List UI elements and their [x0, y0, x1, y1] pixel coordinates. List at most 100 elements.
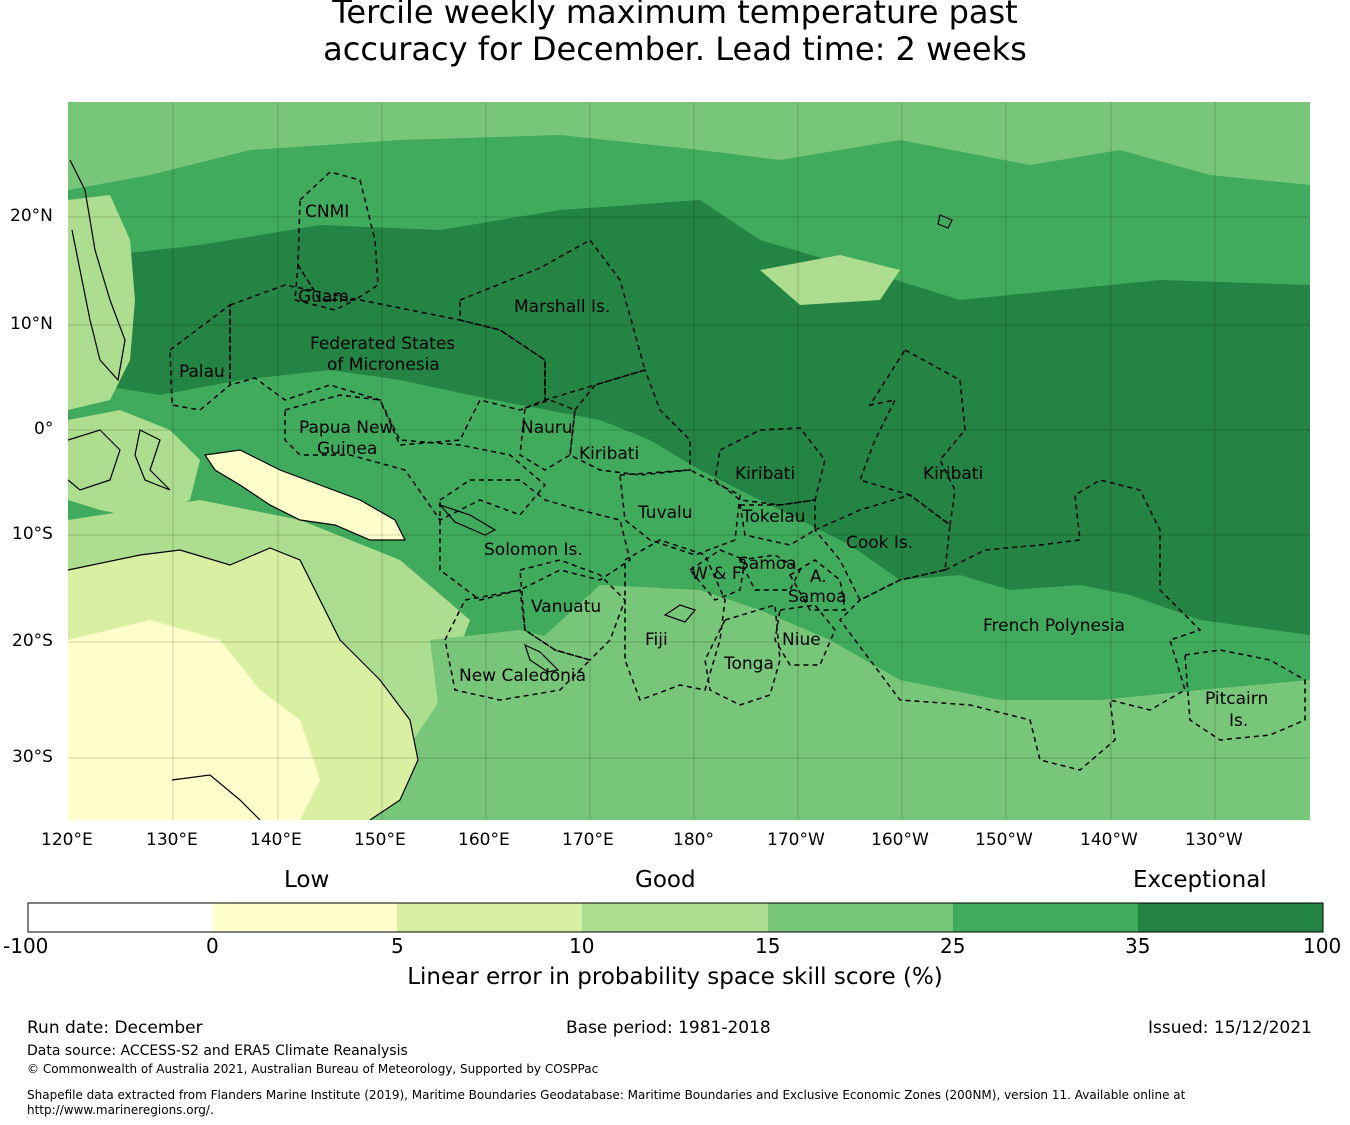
lon-tick-150e: 150°E: [354, 830, 406, 850]
region-label-nauru: Nauru: [521, 418, 573, 438]
eez-png: [284, 394, 547, 521]
eez-kiribati-gilbert: [569, 369, 691, 476]
colorbar-title: Linear error in probability space skill …: [407, 964, 943, 990]
region-label-tokelau: Tokelau: [742, 507, 806, 527]
colorbar-bin-6: [1138, 903, 1323, 932]
tasman-good-patch: [430, 630, 600, 740]
footer-shapefile-1: Shapefile data extracted from Flanders M…: [27, 1088, 1186, 1102]
footer-issued: Issued: 15/12/2021: [1148, 1018, 1312, 1038]
colorbar-tick-10: 10: [569, 934, 595, 958]
region-label-cnmi: CNMI: [305, 202, 350, 222]
colorbar-tick-100: 100: [1303, 934, 1342, 958]
region-label-new-caledonia: New Caledonia: [459, 666, 587, 686]
colorbar-category-good: Good: [635, 867, 696, 893]
philippines-coastline: [69, 159, 126, 382]
footer-data-source: Data source: ACCESS-S2 and ERA5 Climate …: [27, 1043, 408, 1059]
colorbar-category-exceptional: Exceptional: [1133, 867, 1267, 893]
footer-copyright: © Commonwealth of Australia 2021, Austra…: [27, 1062, 599, 1076]
lon-tick-140e: 140°E: [250, 830, 302, 850]
region-label-wallis-futuna: W & F: [691, 564, 742, 584]
solomon-coastline: [438, 503, 497, 536]
region-label-guam: Guam: [298, 287, 349, 307]
colorbar-bin-1: [213, 903, 397, 932]
region-label-american-samoa-1: A.: [810, 567, 827, 587]
footer-run-date: Run date: December: [27, 1018, 203, 1038]
region-label-cook: Cook Is.: [846, 533, 914, 553]
colorbar-bin-3: [582, 903, 768, 932]
new-guinea-coastline: [203, 449, 406, 541]
region-label-pitcairn-2: Is.: [1229, 711, 1249, 731]
borneo-coastline: [68, 429, 121, 491]
eez-new-caledonia: [444, 589, 592, 701]
lon-tick-160e: 160°E: [458, 830, 510, 850]
colorbar-bin-0: [28, 903, 213, 932]
eez-vanuatu: [519, 559, 626, 661]
colorbar-category-low: Low: [284, 867, 330, 893]
colorbar-tick-0: 0: [206, 934, 219, 958]
eez-american-samoa: [788, 559, 846, 611]
eez-samoa: [738, 554, 801, 591]
colorbar-outline: [27, 902, 1324, 933]
footer-base-period: Base period: 1981-2018: [566, 1018, 771, 1038]
colorbar-boxes: [27, 902, 1324, 933]
lon-tick-180: 180°: [673, 830, 714, 850]
region-label-tuvalu: Tuvalu: [638, 503, 693, 523]
region-label-marshall: Marshall Is.: [514, 297, 611, 317]
map-area: [68, 102, 1310, 820]
region-label-tonga: Tonga: [724, 654, 774, 674]
region-label-fiji: Fiji: [645, 630, 668, 650]
footer-shapefile-2: http://www.marineregions.org/.: [27, 1103, 214, 1117]
eez-tuvalu: [619, 469, 741, 556]
region-label-vanuatu: Vanuatu: [531, 597, 602, 617]
lat-tick-10s: 10°S: [12, 524, 53, 544]
eez-palau: [169, 303, 231, 411]
new-caledonia-coastline: [523, 643, 560, 673]
colorbar-tick-5: 5: [391, 934, 404, 958]
eez-solomon: [439, 479, 631, 601]
lat-tick-20n: 20°N: [10, 206, 53, 226]
title-line-1: Tercile weekly maximum temperature past: [332, 0, 1018, 31]
region-label-pitcairn-1: Pitcairn: [1205, 689, 1269, 709]
sulawesi-coastline: [134, 429, 171, 491]
eez-tonga: [704, 604, 781, 706]
new-zealand-coastline: [171, 774, 261, 820]
map-title: Tercile weekly maximum temperature past …: [0, 0, 1350, 68]
region-label-samoa: Samoa: [738, 554, 797, 574]
eez-fsm: [229, 284, 546, 446]
colorbar-bin-5: [953, 903, 1138, 932]
region-label-png-2: Guinea: [317, 439, 378, 459]
graticule: [68, 102, 1310, 820]
lon-tick-150w: 150°W: [975, 830, 1033, 850]
region-label-niue: Niue: [782, 630, 821, 650]
eez-guam: [294, 262, 356, 311]
new-guinea-island: [205, 450, 405, 540]
colorbar-tick-15: 15: [755, 934, 781, 958]
land-coastlines: [68, 159, 953, 820]
eez-tokelau: [739, 499, 816, 546]
philippines-area: [68, 195, 135, 410]
fiji-coastline: [663, 604, 697, 623]
eez-niue: [774, 604, 836, 666]
indonesia-area: [68, 410, 200, 520]
colorbar-bin-4: [768, 903, 953, 932]
lon-tick-130e: 130°E: [146, 830, 198, 850]
colorbar-tick-25: 25: [940, 934, 966, 958]
region-label-solomon: Solomon Is.: [484, 540, 583, 560]
hawaii-good-patch: [760, 255, 900, 305]
australia-coastline: [68, 547, 419, 820]
eez-cook: [813, 494, 951, 602]
colorbar-tick--100: -100: [3, 934, 49, 958]
northern-good-band: [68, 102, 1310, 190]
eez-boundaries: [169, 171, 1306, 771]
eez-nauru: [519, 399, 576, 471]
equatorial-exceptional-band: [68, 200, 1310, 635]
region-label-french-polynesia: French Polynesia: [983, 616, 1125, 636]
region-label-kiribati-gilbert: Kiribati: [579, 444, 640, 464]
lon-tick-140w: 140°W: [1080, 830, 1138, 850]
lon-tick-130w: 130°W: [1185, 830, 1243, 850]
region-label-fsm-1: Federated States: [310, 334, 456, 354]
lon-tick-170w: 170°W: [767, 830, 825, 850]
eez-french-polynesia: [839, 479, 1202, 771]
region-label-palau: Palau: [179, 362, 225, 382]
